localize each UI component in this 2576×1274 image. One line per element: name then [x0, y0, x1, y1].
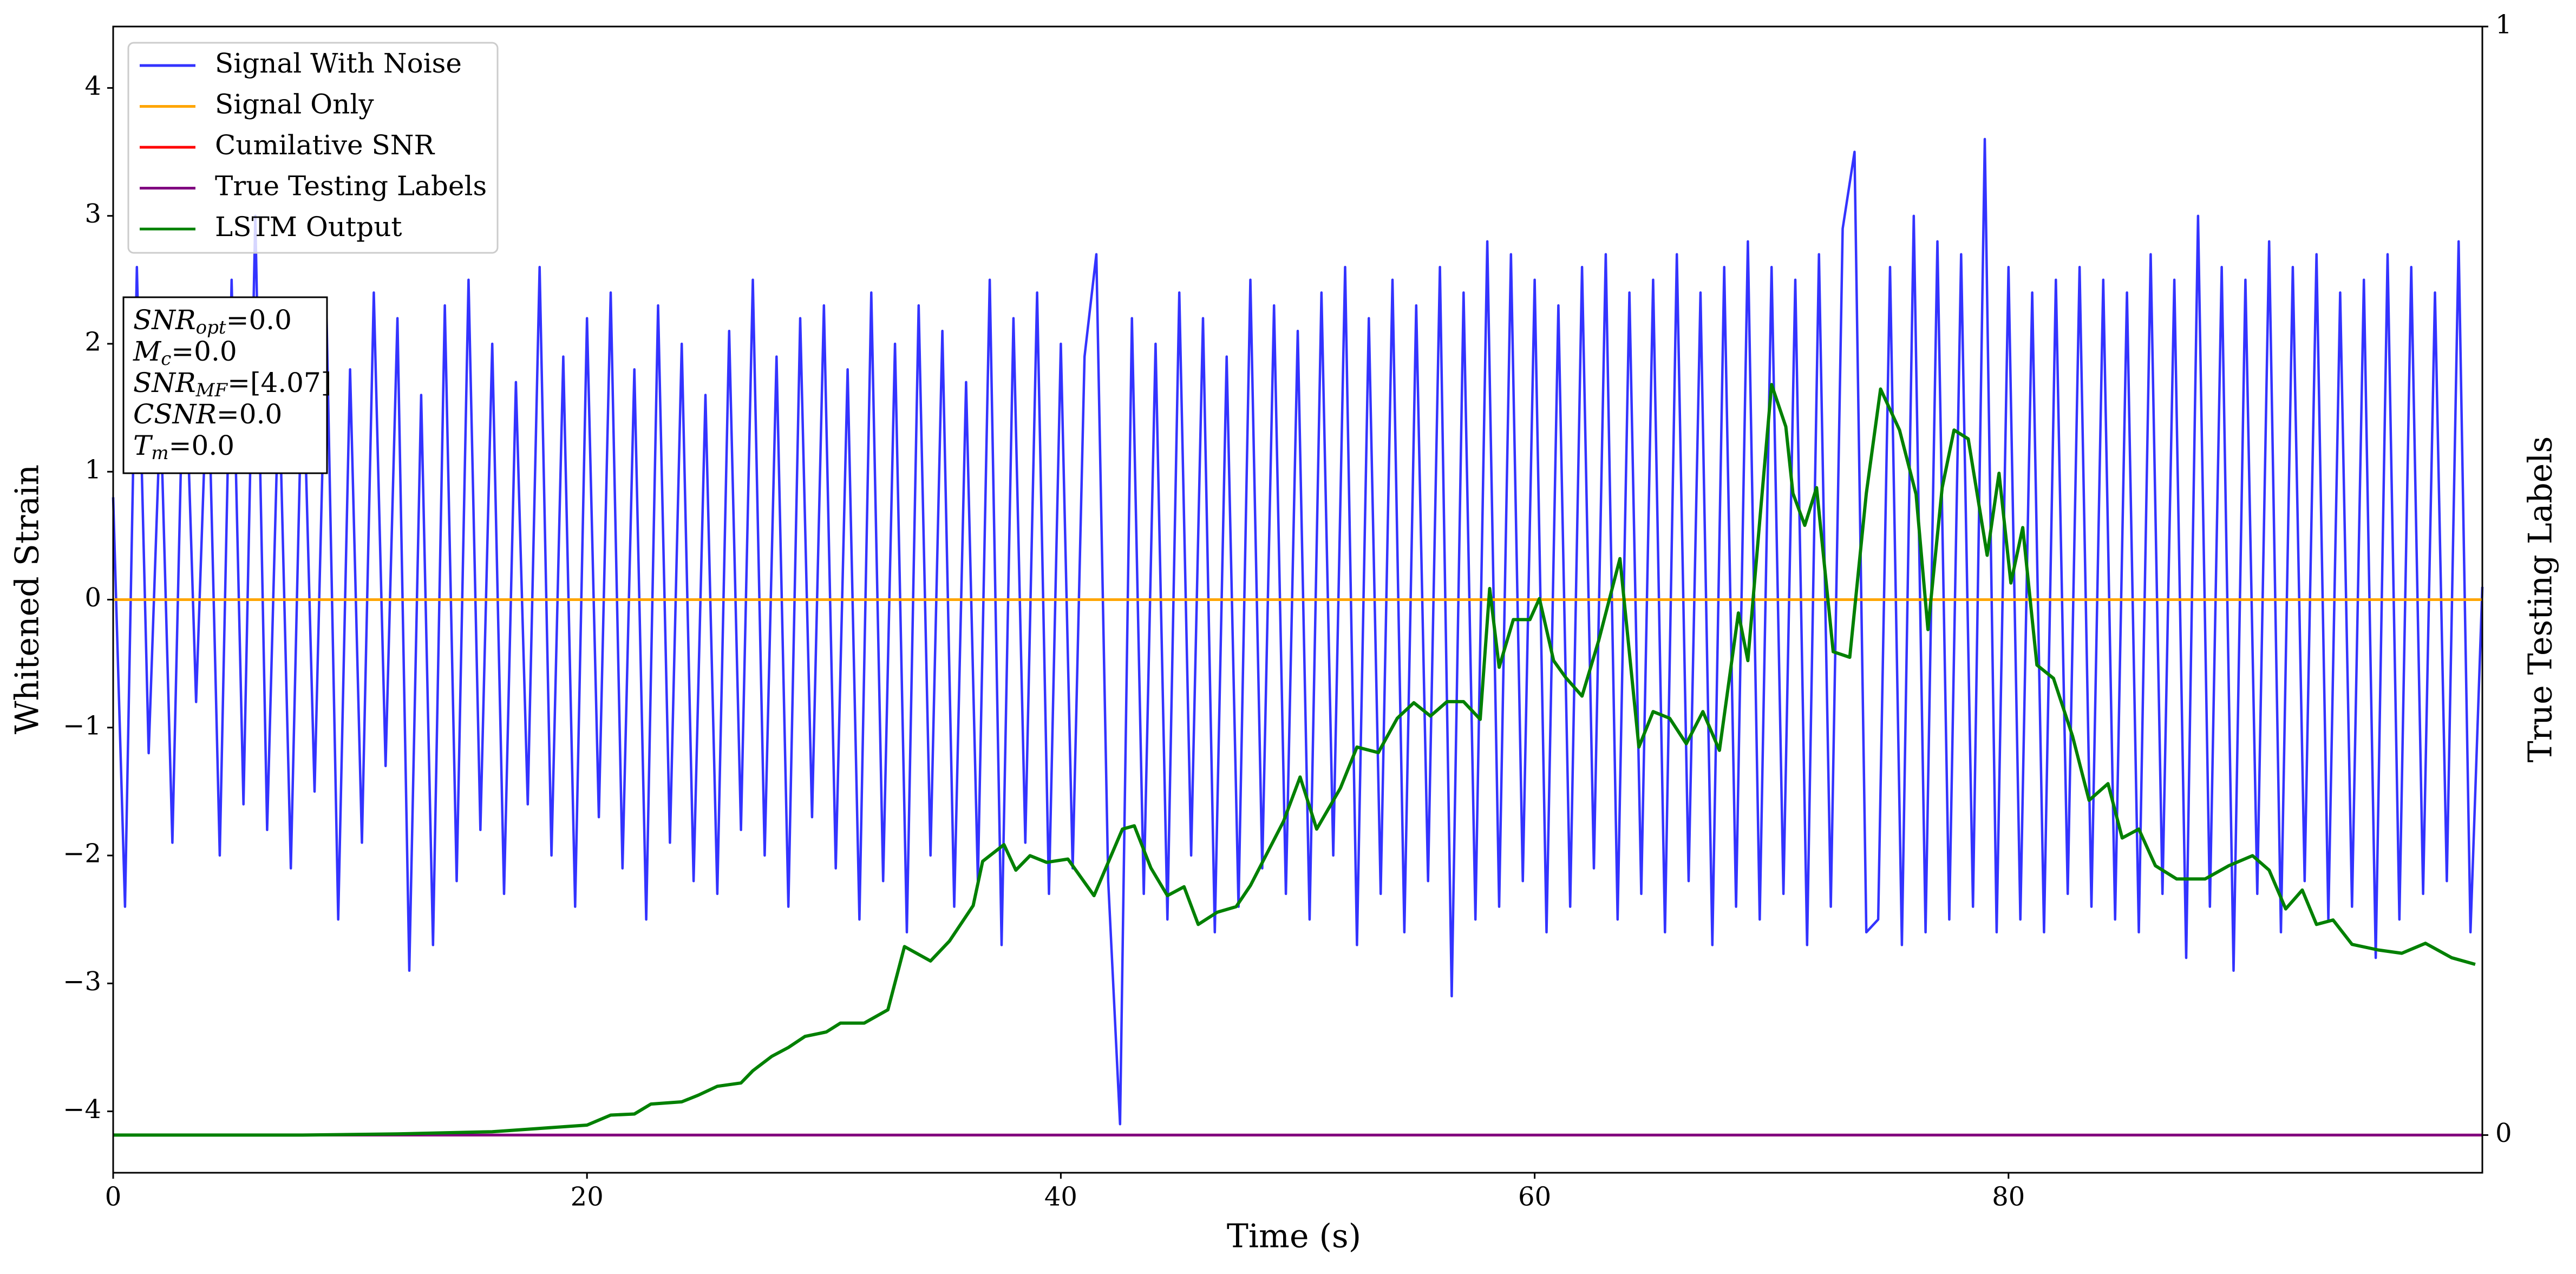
annotation-symbol: T — [133, 430, 153, 461]
annotation-value: =0.0 — [169, 430, 234, 461]
y-axis-label: Whitened Strain — [9, 465, 47, 734]
series-line — [112, 138, 2484, 1126]
y-tick-label: 1 — [84, 455, 101, 485]
annotation-subscript: opt — [196, 317, 226, 338]
annotation-line: Tm=0.0 — [133, 430, 234, 464]
legend-label: Cumilative SNR — [215, 129, 435, 161]
x-tick-label: 80 — [1992, 1182, 2025, 1212]
x-tick-label: 60 — [1518, 1182, 1551, 1212]
annotation-line: SNRMF=[4.07] — [133, 367, 331, 401]
legend: Signal With Noise Signal Only Cumilative S… — [127, 42, 499, 254]
y2-axis-label: True Testing Labels — [2522, 436, 2560, 763]
y-tick-label: 4 — [84, 71, 101, 101]
y2-tick-label: 0 — [2495, 1118, 2512, 1148]
y-tick-label: 3 — [84, 199, 101, 229]
x-axis-label: Time (s) — [1227, 1218, 1361, 1256]
annotation-subscript: m — [151, 442, 168, 464]
annotation-subscript: c — [161, 348, 171, 370]
legend-frame — [127, 42, 499, 254]
y-tick-label: −2 — [63, 839, 101, 869]
annotation-value: =0.0 — [217, 398, 282, 430]
legend-label: Signal With Noise — [215, 48, 462, 79]
annotation-subscript: MF — [195, 380, 228, 401]
annotation-box: SNRopt=0.0Mc=0.0SNRMF=[4.07]CSNR=0.0Tm=0… — [122, 296, 331, 474]
y-tick-label: −1 — [63, 710, 101, 741]
series-line — [113, 383, 2476, 1137]
annotation-frame — [122, 296, 328, 474]
annotation-line: CSNR=0.0 — [133, 398, 282, 430]
annotation-line: SNRopt=0.0 — [133, 304, 292, 338]
annotation-line: Mc=0.0 — [133, 336, 237, 370]
x-tick-label: 20 — [571, 1182, 604, 1212]
annotation-symbol: SNR — [133, 367, 196, 398]
y2-tick-label: 1 — [2495, 10, 2512, 40]
annotation-symbol: M — [133, 336, 162, 367]
legend-label: True Testing Labels — [215, 171, 487, 202]
y-tick-label: 2 — [84, 326, 101, 357]
annotation-symbol: SNR — [133, 304, 196, 336]
annotation-value: =0.0 — [226, 304, 292, 336]
legend-label: Signal Only — [215, 89, 374, 120]
x-tick-label: 40 — [1044, 1182, 1077, 1212]
annotation-value: =0.0 — [171, 336, 237, 367]
annotation-symbol: CSNR — [133, 398, 217, 430]
y-tick-label: −4 — [63, 1094, 101, 1125]
annotation-value: =[4.07] — [227, 367, 331, 398]
legend-label: LSTM Output — [215, 211, 402, 243]
plot-area — [112, 138, 2484, 1137]
x-tick-label: 0 — [105, 1182, 122, 1212]
y-tick-label: −3 — [63, 966, 101, 997]
y-tick-label: 0 — [84, 583, 101, 613]
